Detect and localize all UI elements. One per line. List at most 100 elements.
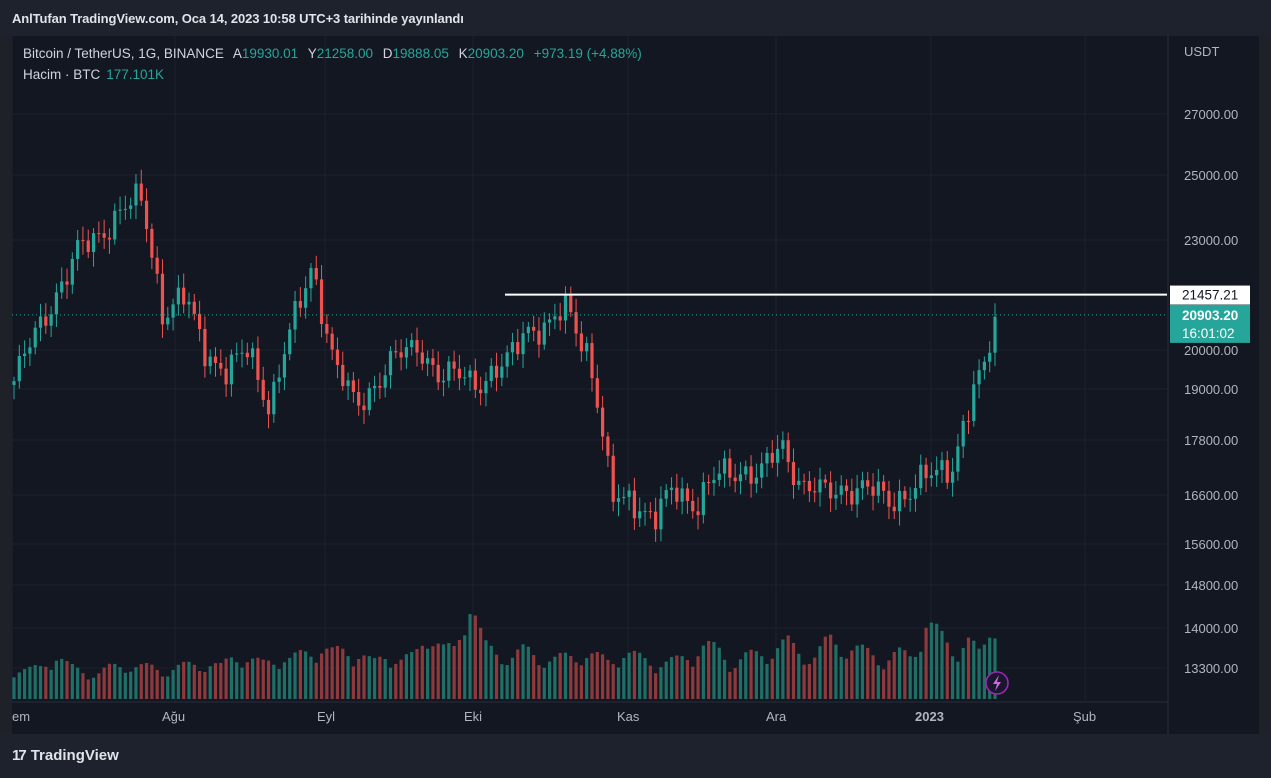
candle-body <box>372 385 377 389</box>
candle-body <box>982 361 986 371</box>
candle <box>913 474 918 512</box>
volume-bar <box>394 663 398 699</box>
candle-body <box>712 479 716 484</box>
candle-body <box>319 279 324 324</box>
candle <box>521 321 525 368</box>
volume-bar <box>929 622 933 699</box>
lightning-icon[interactable] <box>985 671 1009 695</box>
candle-body <box>521 333 525 355</box>
volume-bar <box>319 653 324 699</box>
candle <box>330 327 334 361</box>
volume-bar <box>728 671 732 699</box>
candle <box>897 479 902 526</box>
candle <box>749 455 753 498</box>
volume-bar <box>722 659 727 699</box>
candle <box>638 497 642 527</box>
countdown-value: 16:01:02 <box>1182 326 1235 341</box>
candle-body <box>866 480 870 487</box>
candle <box>532 315 536 342</box>
candle <box>203 316 207 378</box>
candle <box>139 169 143 206</box>
candle <box>622 487 626 505</box>
candle <box>802 473 806 495</box>
volume-bar <box>760 656 764 699</box>
candle-body <box>38 316 43 328</box>
candle <box>797 467 801 490</box>
volume-bar <box>590 653 594 699</box>
candle <box>701 472 705 524</box>
candle-body <box>526 326 530 334</box>
candle <box>171 298 175 331</box>
candle-body <box>166 317 170 325</box>
candle-body <box>362 405 366 411</box>
volume-bar <box>219 662 223 699</box>
candle-body <box>304 288 308 308</box>
candle-body <box>420 352 424 364</box>
candle-body <box>277 377 281 382</box>
chart-area[interactable]: USDT 27000.00 25000.00 23000.00 20000.00 1900… <box>12 36 1259 734</box>
volume-bar <box>235 662 239 699</box>
candle-body <box>447 361 451 381</box>
volume-bar <box>871 655 875 699</box>
price-tick-label: 16600.00 <box>1184 488 1238 503</box>
volume-bar <box>298 650 302 699</box>
candle-body <box>701 482 705 516</box>
candle-body <box>500 366 504 378</box>
volume-bar <box>850 650 854 699</box>
volume-bar <box>595 651 599 699</box>
candle <box>945 451 949 490</box>
volume-label[interactable]: Hacim · BTC <box>23 67 101 82</box>
volume-bar <box>261 659 265 699</box>
volume-bar <box>972 640 976 699</box>
volume-bar <box>123 672 127 699</box>
candle-body <box>707 482 711 484</box>
volume-bar <box>887 660 891 699</box>
candle <box>266 391 271 429</box>
volume-bar <box>547 661 552 699</box>
volume-bar <box>500 664 504 699</box>
candle-body <box>192 301 196 314</box>
price-axis: USDT 27000.00 25000.00 23000.00 20000.00 1900… <box>1184 44 1238 676</box>
candle-body <box>654 511 658 530</box>
candle <box>314 255 318 286</box>
candlestick-chart[interactable]: USDT 27000.00 25000.00 23000.00 20000.00 1900… <box>12 36 1259 734</box>
candle <box>224 356 228 397</box>
volume-bar <box>176 664 180 699</box>
candle <box>839 475 843 505</box>
low-value: 19888.05 <box>392 46 449 61</box>
volume-bar <box>171 669 175 699</box>
volume-bar <box>664 661 668 699</box>
tradingview-brand[interactable]: 17 TradingView <box>12 747 119 764</box>
candle <box>940 451 944 483</box>
candle-body <box>823 479 827 483</box>
candle-body <box>367 388 371 411</box>
candle-body <box>182 287 186 305</box>
high-label: Y <box>307 46 317 61</box>
candle-body <box>325 323 329 334</box>
volume-bar <box>12 677 16 699</box>
volume-bar <box>908 656 912 699</box>
symbol-name[interactable]: Bitcoin / TetherUS, 1G, BINANCE <box>23 46 224 61</box>
candle <box>611 443 615 512</box>
candle <box>33 321 37 355</box>
candle-body <box>240 352 244 354</box>
candle-body <box>950 471 955 483</box>
candle-body <box>49 314 53 326</box>
candle <box>38 303 43 342</box>
candle <box>993 303 997 367</box>
volume-bar <box>860 644 865 699</box>
hline-tag-value: 21457.21 <box>1182 288 1238 303</box>
candle-body <box>23 353 27 357</box>
candle-body <box>844 485 849 492</box>
candle <box>70 252 74 294</box>
last-tag-bg <box>1170 304 1250 343</box>
volume-bar <box>266 660 271 699</box>
candle <box>76 230 80 271</box>
candle-body <box>616 498 621 502</box>
candle-body <box>966 420 971 422</box>
time-tick-label: Şub <box>1073 709 1096 724</box>
volume-bar <box>309 656 313 699</box>
volume-bar <box>378 656 382 699</box>
candle-body <box>638 511 642 519</box>
candle-body <box>839 485 843 495</box>
